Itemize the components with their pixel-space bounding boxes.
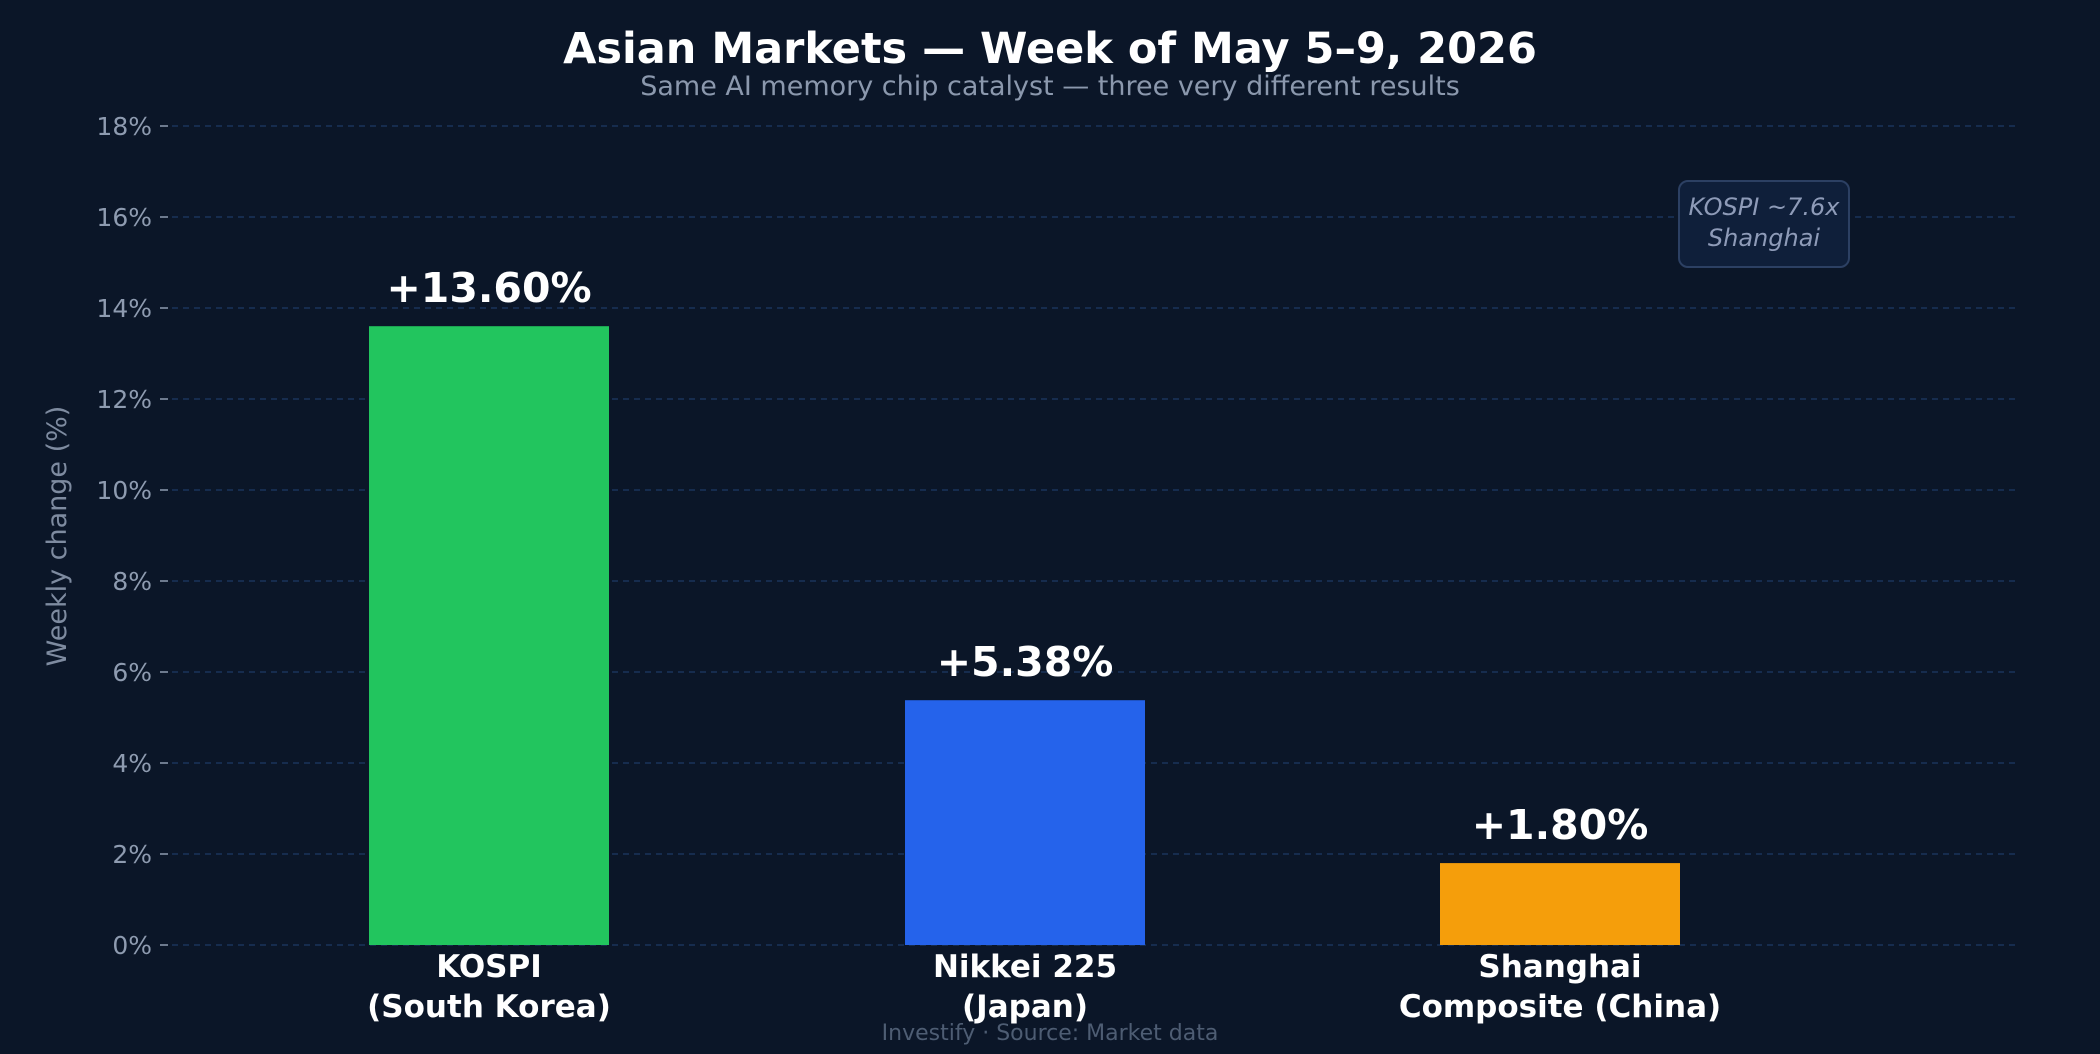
y-tick-label: 10% <box>96 476 152 505</box>
y-tick-label: 2% <box>112 840 152 869</box>
annotation-line-2: Shanghai <box>1708 224 1821 252</box>
x-category-label: (Japan) <box>962 989 1088 1025</box>
bar <box>1440 863 1680 945</box>
y-tick-label: 8% <box>112 567 152 596</box>
y-tick-label: 16% <box>96 203 152 232</box>
bars <box>369 326 1680 945</box>
x-category-label: Composite (China) <box>1399 989 1721 1025</box>
bar-value-label: +13.60% <box>386 264 591 312</box>
y-tick-label: 12% <box>96 385 152 414</box>
source-footer: Investify · Source: Market data <box>882 1021 1219 1046</box>
x-axis-labels: KOSPI (South Korea) Nikkei 225 (Japan) Shang… <box>367 949 1721 1025</box>
annotation-box <box>1678 180 1850 268</box>
y-tick-label: 4% <box>112 749 152 778</box>
y-axis-ticks: 0% 2% 4% 6% 8% 10% 12% 14% 16% 18% <box>96 112 168 960</box>
annotation-line-1: KOSPI ~7.6x <box>1689 193 1841 221</box>
chart-subtitle: Same AI memory chip catalyst — three ver… <box>640 71 1460 102</box>
y-tick-label: 6% <box>112 658 152 687</box>
y-axis-label: Weekly change (%) <box>42 406 73 667</box>
x-category-label: (South Korea) <box>367 989 611 1025</box>
x-category-label: KOSPI <box>436 949 542 985</box>
y-tick-label: 0% <box>112 931 152 960</box>
y-tick-label: 18% <box>96 112 152 141</box>
bar <box>369 326 609 945</box>
x-category-label: Nikkei 225 <box>933 949 1117 985</box>
value-labels: +13.60% +5.38% +1.80% <box>386 264 1648 849</box>
y-tick-label: 14% <box>96 294 152 323</box>
bar-value-label: +5.38% <box>937 638 1114 686</box>
bar-value-label: +1.80% <box>1472 801 1649 849</box>
x-category-label: Shanghai <box>1478 949 1641 985</box>
bar <box>905 700 1145 945</box>
chart-title: Asian Markets — Week of May 5–9, 2026 <box>563 24 1537 74</box>
ratio-annotation: KOSPI ~7.6x Shanghai <box>1678 180 1850 268</box>
